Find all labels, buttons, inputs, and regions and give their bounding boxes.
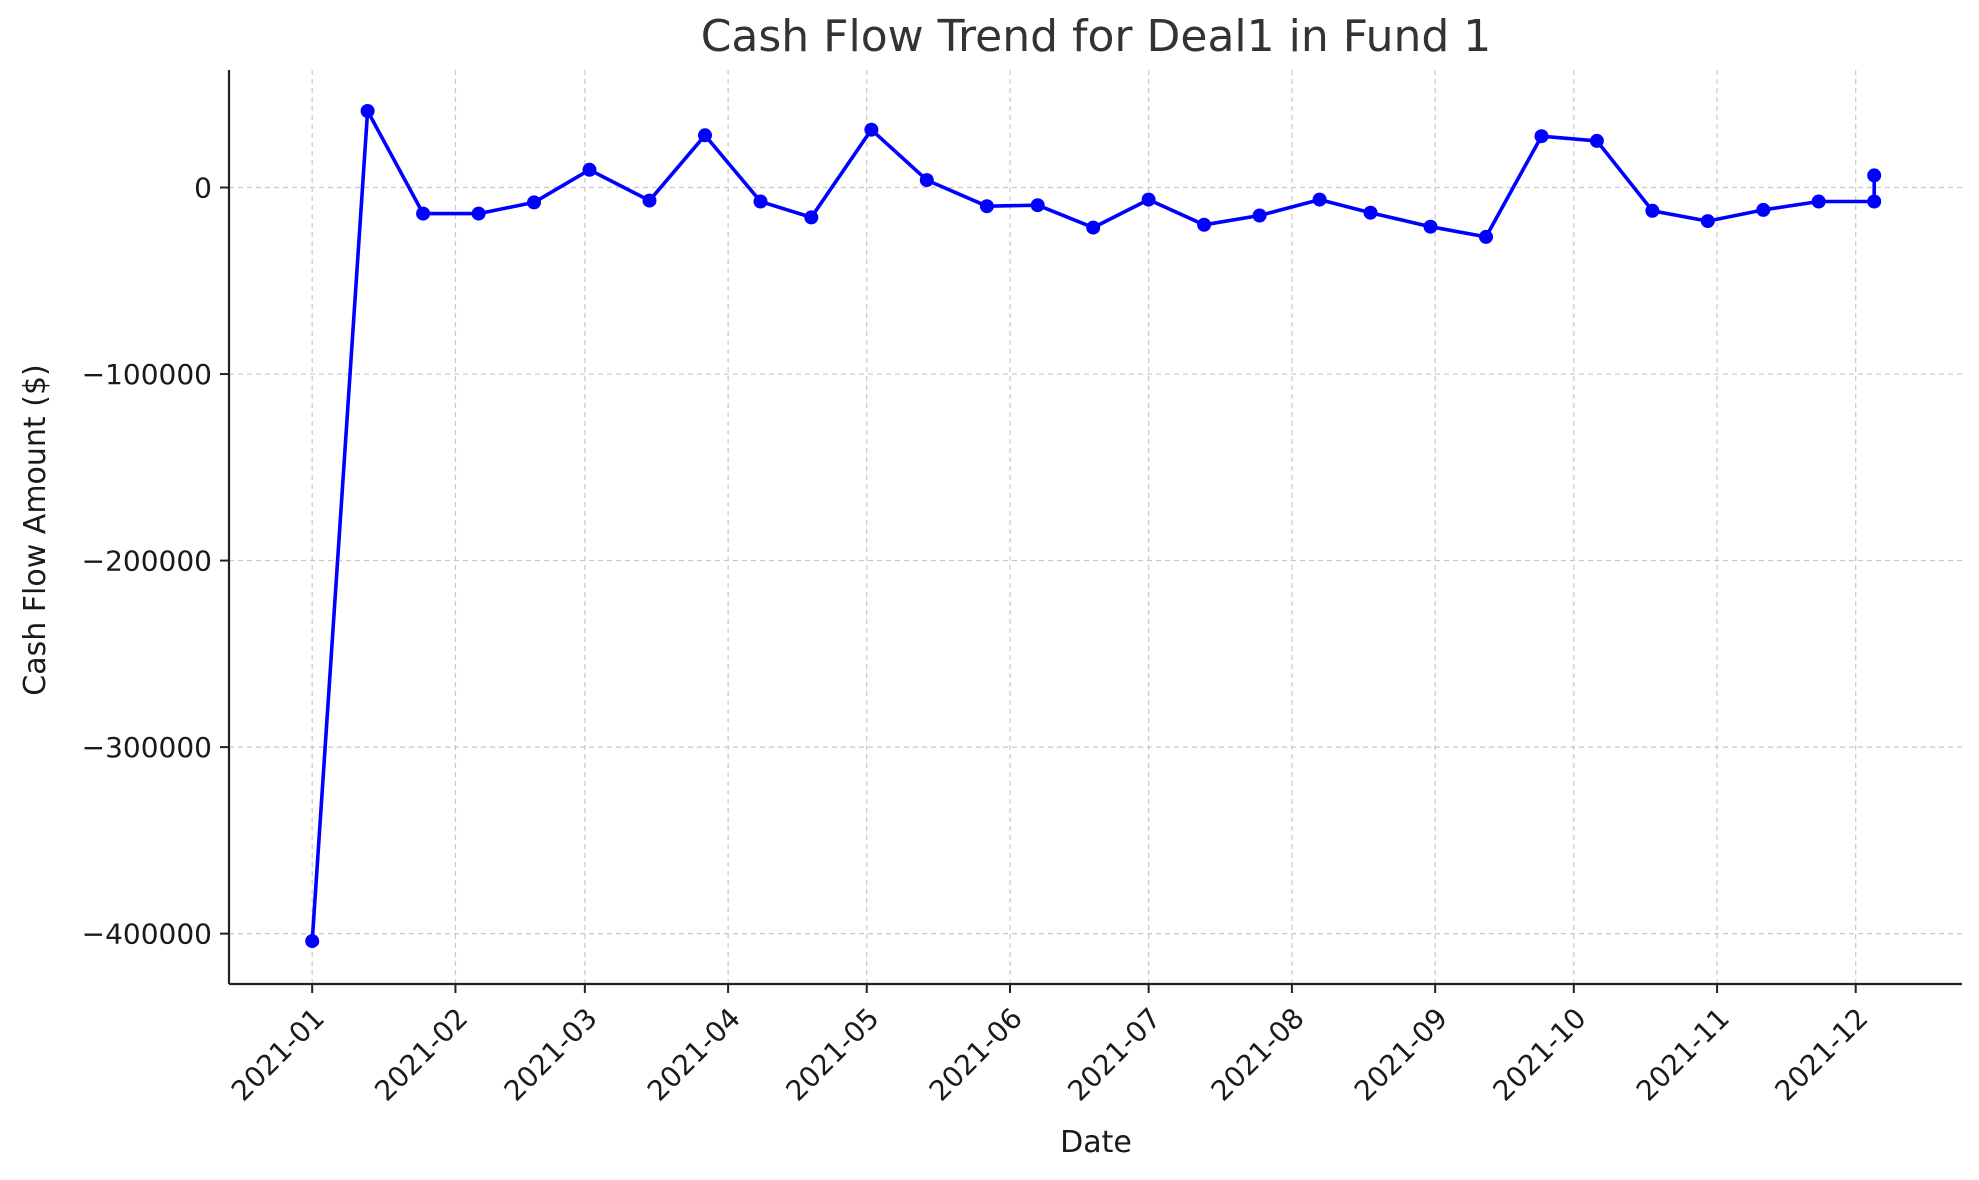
data-point — [1197, 217, 1212, 232]
series-layer — [305, 104, 1882, 949]
x-tick-label: 2021-07 — [1061, 1001, 1167, 1107]
data-point — [864, 122, 879, 137]
data-point — [1811, 194, 1826, 209]
x-tick-label: 2021-06 — [923, 1001, 1029, 1107]
x-tick-label: 2021-05 — [779, 1001, 885, 1107]
data-point — [1700, 214, 1715, 229]
data-point — [1867, 194, 1882, 209]
data-point — [305, 934, 320, 949]
x-axis-label: Date — [1060, 1125, 1132, 1160]
y-tick-label: −200000 — [82, 545, 212, 578]
data-point — [1086, 220, 1101, 235]
chart-title: Cash Flow Trend for Deal1 in Fund 1 — [701, 11, 1492, 62]
grid — [229, 70, 1962, 984]
x-tick-label: 2021-09 — [1348, 1001, 1454, 1107]
data-point — [1312, 192, 1327, 207]
data-point — [471, 206, 486, 221]
data-point — [1252, 208, 1267, 223]
data-point — [1363, 205, 1378, 220]
data-point — [1645, 203, 1660, 218]
y-tick-label: −400000 — [82, 918, 212, 951]
data-point — [1756, 202, 1771, 217]
data-point — [698, 128, 712, 143]
x-tick-label: 2021-08 — [1205, 1001, 1311, 1107]
x-tick-label: 2021-11 — [1630, 1001, 1736, 1107]
axes — [227, 70, 1962, 986]
x-tick-label: 2021-10 — [1487, 1001, 1593, 1107]
data-point — [1534, 129, 1549, 144]
data-point — [1589, 133, 1604, 148]
series-line — [310, 109, 1876, 942]
data-point — [919, 173, 934, 188]
y-tick-label: −100000 — [82, 358, 212, 391]
ticks: 0 −100000 −200000 −300000 −400000 2021-01 2021… — [82, 172, 1875, 1108]
data-point — [1867, 168, 1882, 183]
data-point — [1030, 198, 1045, 213]
data-point — [582, 162, 597, 177]
x-tick-label: 2021-03 — [498, 1001, 604, 1107]
x-tick-label: 2021-01 — [225, 1001, 331, 1107]
data-point — [1141, 192, 1156, 207]
y-tick-label: −300000 — [82, 731, 212, 764]
y-tick-label: 0 — [194, 172, 212, 205]
data-point — [1423, 219, 1438, 234]
x-tick-label: 2021-04 — [641, 1001, 747, 1107]
y-axis-label: Cash Flow Amount ($) — [18, 364, 53, 695]
x-tick-label: 2021-12 — [1768, 1001, 1874, 1107]
data-point — [416, 206, 431, 221]
data-point — [360, 104, 375, 118]
data-point — [804, 210, 819, 225]
data-point — [979, 199, 994, 214]
data-point — [642, 193, 657, 208]
data-point — [753, 194, 768, 209]
data-point — [1479, 229, 1493, 244]
data-point — [527, 195, 541, 210]
x-tick-label: 2021-02 — [368, 1001, 474, 1107]
